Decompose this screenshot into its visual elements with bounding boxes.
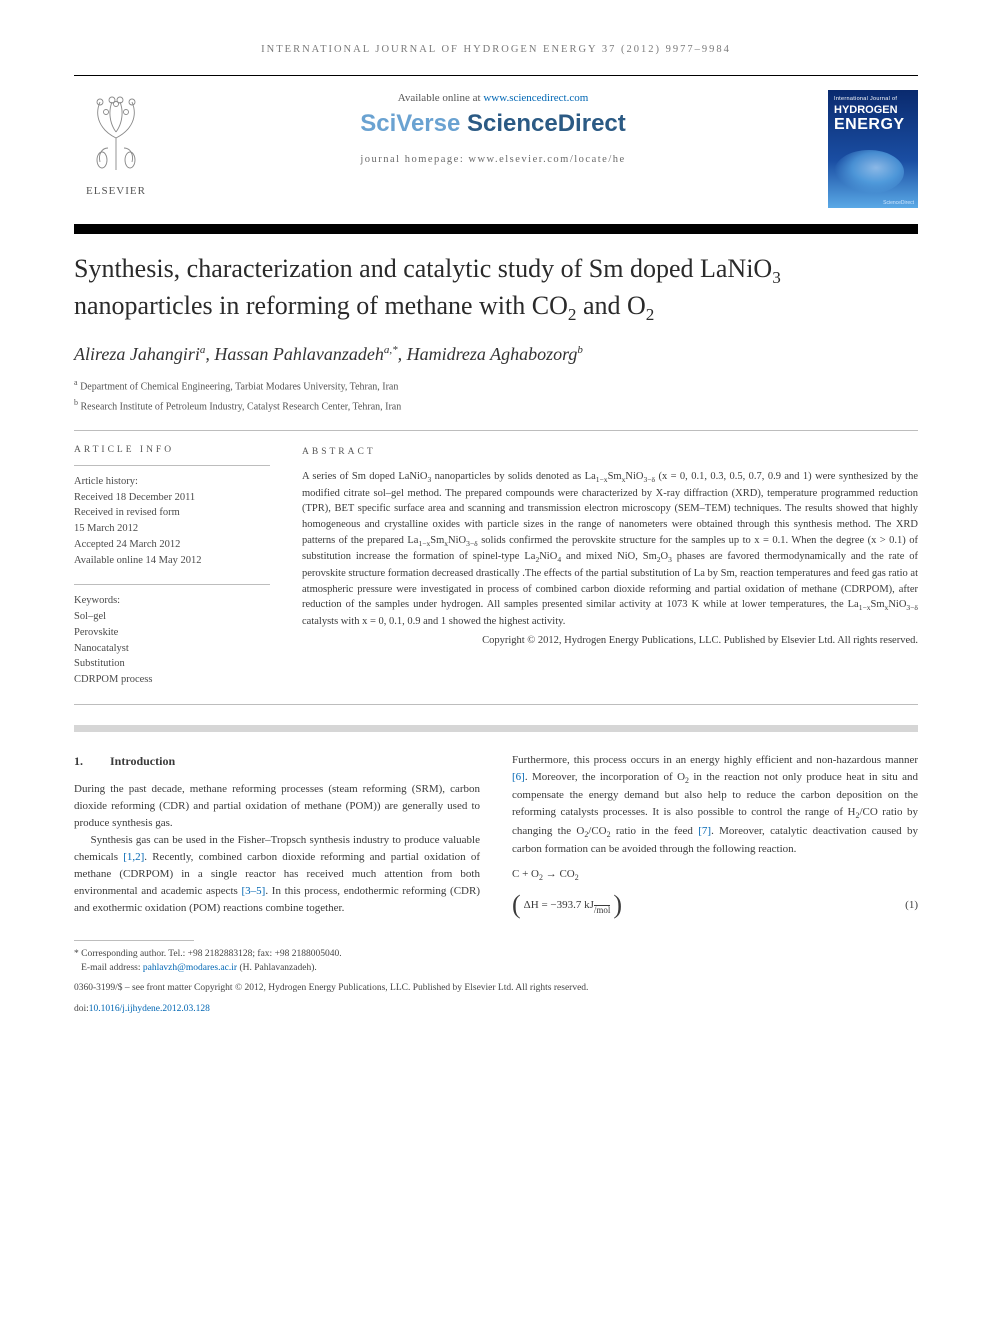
eq-unit: /mol [594,905,611,915]
section-title: Introduction [110,754,175,768]
header-box: ELSEVIER Available online at www.science… [74,75,918,224]
section-number: 1. [74,752,110,771]
history-line: Received in revised form [74,505,270,521]
body-paragraph: During the past decade, methane reformin… [74,781,480,832]
email-tail: (H. Pahlavanzadeh). [237,963,317,973]
info-rule [74,584,270,585]
journal-homepage: journal homepage: www.elsevier.com/locat… [158,154,828,165]
cover-line1: International Journal of [834,96,912,102]
keyword: Nanocatalyst [74,641,270,657]
rule [74,704,918,705]
sciverse-logo: SciVerse ScienceDirect [158,110,828,138]
history-label: Article history: [74,474,270,490]
affil-text: Research Institute of Petroleum Industry… [81,401,402,412]
abstract-head: ABSTRACT [302,445,918,459]
authors: Alireza Jahangiria, Hassan Pahlavanzadeh… [74,344,918,365]
equation-text: ( ΔH = −393.7 kJ /mol ) [512,893,622,919]
affil-text: Department of Chemical Engineering, Tarb… [80,382,398,393]
affil-sup: b [74,398,78,407]
rule [74,430,918,431]
history-line: Accepted 24 March 2012 [74,537,270,553]
cover-line2: HYDROGEN [834,104,912,116]
affiliation-b: b Research Institute of Petroleum Indust… [74,397,918,414]
article-info-head: ARTICLE INFO [74,445,270,455]
history-line: Received 18 December 2011 [74,490,270,506]
footnotes: * Corresponding author. Tel.: +98 218288… [74,947,918,976]
doi-label: doi: [74,1004,89,1014]
black-divider-bar [74,224,918,234]
running-head: INTERNATIONAL JOURNAL OF HYDROGEN ENERGY… [74,44,918,55]
sciverse-word-b: ScienceDirect [467,110,626,137]
section-heading: 1.Introduction [74,752,480,771]
keyword: CDRPOM process [74,672,270,688]
affiliations: a Department of Chemical Engineering, Ta… [74,377,918,414]
history-line: Available online 14 May 2012 [74,553,270,569]
keyword: Sol–gel [74,609,270,625]
journal-cover-thumb: International Journal of HYDROGEN ENERGY… [828,90,918,208]
sciencedirect-link[interactable]: www.sciencedirect.com [483,92,588,104]
eq-dh: ΔH = −393.7 kJ [524,899,594,911]
cover-line3: ENERGY [834,116,912,134]
email-label: E-mail address: [81,963,143,973]
equation-number: (1) [905,897,918,914]
header-center: Available online at www.sciencedirect.co… [158,90,828,165]
email-link[interactable]: pahlavzh@modares.ac.ir [143,963,237,973]
affil-sup: a [74,378,78,387]
sciverse-word-a: SciVerse [360,110,467,137]
available-online: Available online at www.sciencedirect.co… [158,92,828,104]
abstract-col: ABSTRACT A series of Sm doped LaNiO3 nan… [302,445,918,688]
body-paragraph: Furthermore, this process occurs in an e… [512,752,918,859]
email-line: E-mail address: pahlavzh@modares.ac.ir (… [74,961,918,975]
info-abstract-row: ARTICLE INFO Article history: Received 1… [74,445,918,688]
available-text: Available online at [398,92,484,104]
body-two-column: 1.Introduction During the past decade, m… [74,752,918,922]
abstract-text: A series of Sm doped LaNiO3 nanoparticle… [302,469,918,629]
elsevier-tree-icon [80,90,152,176]
doi-link[interactable]: 10.1016/j.ijhydene.2012.03.128 [89,1004,210,1014]
equation-enthalpy: ( ΔH = −393.7 kJ /mol ) (1) [512,893,918,919]
doi-line: doi:10.1016/j.ijhydene.2012.03.128 [74,1002,918,1016]
cover-sd: ScienceDirect [883,200,914,206]
equation-reaction: C + O2 → CO2 [512,866,918,884]
keyword: Substitution [74,656,270,672]
article-title: Synthesis, characterization and catalyti… [74,252,918,326]
elsevier-logo: ELSEVIER [74,90,158,197]
history-line: 15 March 2012 [74,521,270,537]
keyword: Perovskite [74,625,270,641]
info-rule [74,465,270,466]
abstract-copyright: Copyright © 2012, Hydrogen Energy Public… [302,633,918,649]
footnote-rule [74,940,194,941]
affiliation-a: a Department of Chemical Engineering, Ta… [74,377,918,394]
equation-text: C + O2 → CO2 [512,866,579,884]
body-paragraph: Synthesis gas can be used in the Fisher–… [74,832,480,917]
article-info-col: ARTICLE INFO Article history: Received 1… [74,445,270,688]
corresponding-author: * Corresponding author. Tel.: +98 218288… [74,947,918,961]
issn-line: 0360-3199/$ – see front matter Copyright… [74,981,918,995]
elsevier-wordmark: ELSEVIER [74,185,158,197]
grey-separator-bar [74,725,918,732]
keywords-label: Keywords: [74,593,270,609]
